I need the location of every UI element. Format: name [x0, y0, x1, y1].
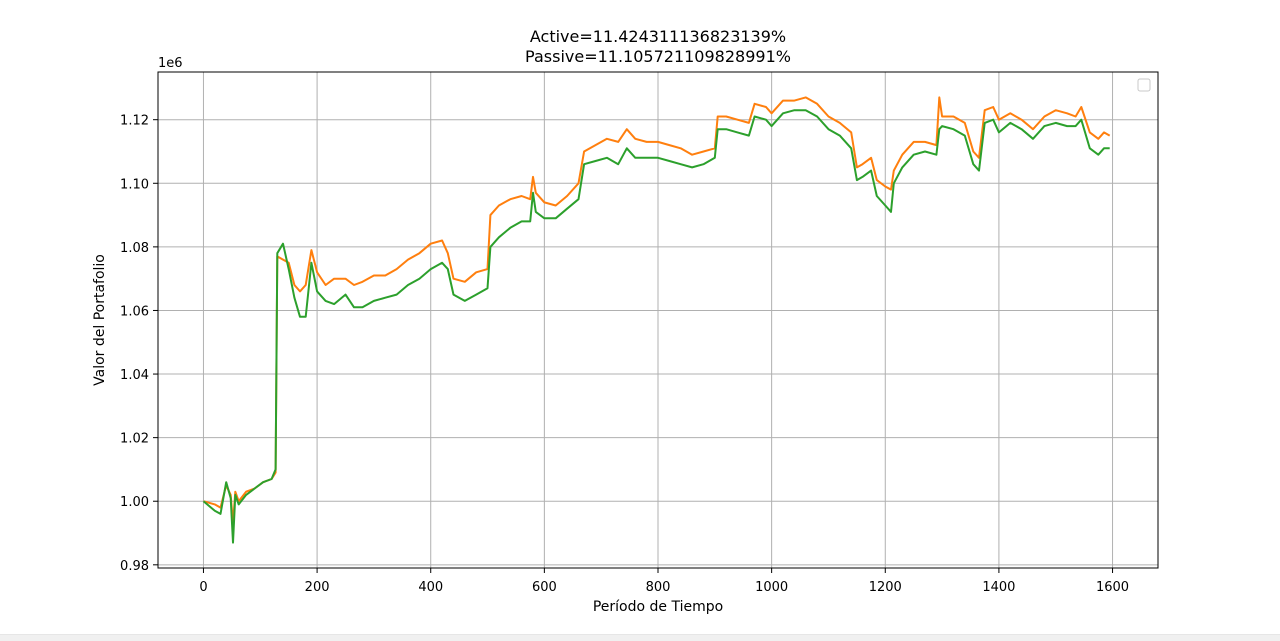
y-offset-text: 1e6: [158, 56, 183, 71]
y-tick-label: 1.00: [120, 495, 149, 510]
series-line-1: [203, 96, 1111, 525]
series-layer: [202, 96, 1111, 544]
x-tick-label: 600: [532, 580, 557, 595]
grid-layer: [158, 72, 1158, 568]
y-tick-label: 1.04: [120, 368, 149, 383]
tick-layer: 0 200 400 600 800 1000 1200 1400 1600 0.98 1.00 1.0…: [120, 114, 1129, 595]
y-tick-label: 1.08: [120, 241, 149, 256]
x-tick-label: 200: [305, 580, 330, 595]
x-axis-label: Período de Tiempo: [593, 599, 723, 615]
x-tick-label: 400: [418, 580, 443, 595]
window-bottom-edge: [0, 634, 1280, 641]
x-tick-label: 0: [199, 580, 207, 595]
y-tick-label: 1.02: [120, 432, 149, 447]
x-tick-label: 1400: [982, 580, 1015, 595]
y-tick-label: 1.12: [120, 114, 149, 129]
x-tick-label: 800: [646, 580, 671, 595]
y-tick-label: 1.10: [120, 177, 149, 192]
series-line-2: [202, 109, 1110, 544]
y-tick-label: 1.06: [120, 304, 149, 319]
chart-title-line-2: Passive=11.105721109828991%: [525, 47, 791, 66]
x-tick-label: 1200: [869, 580, 902, 595]
y-tick-label: 0.98: [120, 559, 149, 574]
y-axis-label: Valor del Portafolio: [92, 254, 108, 386]
chart-title-line-1: Active=11.424311136823139%: [530, 27, 786, 46]
legend-box: [1137, 78, 1151, 92]
x-tick-label: 1000: [755, 580, 788, 595]
x-tick-label: 1600: [1096, 580, 1129, 595]
